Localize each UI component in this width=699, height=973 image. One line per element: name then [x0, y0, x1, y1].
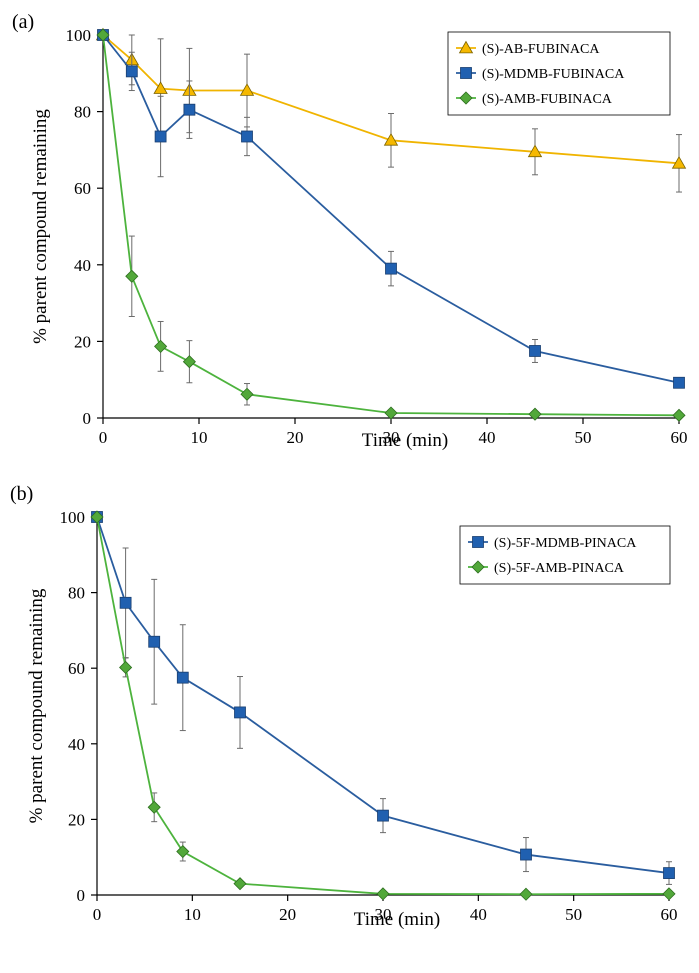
legend: (S)-AB-FUBINACA (S)-MDMB-FUBINACA (S)-AMB-… [447, 31, 671, 116]
legend-label: (S)-AMB-FUBINACA [482, 92, 613, 107]
data-point [376, 887, 390, 901]
data-point [96, 28, 110, 42]
x-tick-label: 30 [375, 905, 392, 924]
data-point [385, 262, 397, 275]
data-point [119, 596, 132, 609]
series-(S)-5F-MDMB-PINACA [91, 511, 675, 885]
data-point [148, 635, 161, 648]
data-point [384, 406, 398, 420]
series-(S)-AMB-FUBINACA [96, 28, 686, 422]
x-tick-label: 20 [287, 428, 304, 447]
series-(S)-5F-AMB-PINACA [90, 510, 676, 901]
data-point [147, 800, 161, 814]
x-tick-label: 10 [191, 428, 208, 447]
x-tick-label: 40 [479, 428, 496, 447]
y-tick-label: 40 [74, 256, 91, 275]
legend-label: (S)-MDMB-FUBINACA [482, 67, 625, 82]
data-point [528, 407, 542, 421]
y-tick-label: 0 [77, 886, 86, 905]
x-tick-label: 40 [470, 905, 487, 924]
legend-box [447, 31, 671, 116]
data-point [527, 144, 543, 158]
x-tick-label: 50 [565, 905, 582, 924]
x-tick-label: 60 [661, 905, 678, 924]
x-tick-label: 0 [99, 428, 108, 447]
legend-swatch-marker [471, 560, 485, 574]
legend-label: (S)-AB-FUBINACA [482, 42, 600, 57]
data-point [183, 103, 196, 116]
x-axis-title: Time (min) [362, 430, 448, 451]
y-tick-label: 100 [66, 26, 92, 45]
data-point [520, 848, 532, 861]
data-point [154, 339, 168, 353]
y-axis-title: % parent compound remaining [30, 109, 51, 344]
data-point [240, 387, 254, 401]
series-line [102, 34, 680, 417]
y-tick-label: 60 [68, 659, 85, 678]
data-point [241, 130, 253, 143]
y-tick-label: 0 [83, 409, 92, 428]
chart-panel-a: (a) 0 20 40 60 80 100 0 10 20 30 40 50 60 Time (min) % … [12, 11, 688, 451]
data-point [233, 877, 247, 891]
data-point [125, 269, 139, 283]
data-point [519, 887, 533, 901]
data-point [671, 155, 687, 169]
y-tick-label: 80 [68, 584, 85, 603]
legend: (S)-5F-MDMB-PINACA (S)-5F-AMB-PINACA [459, 525, 671, 585]
legend-box [459, 525, 671, 585]
data-point [663, 867, 675, 879]
data-point [383, 133, 399, 146]
series-line [102, 34, 680, 384]
panel-label: (b) [10, 483, 33, 505]
data-point [153, 81, 168, 94]
x-tick-label: 50 [575, 428, 592, 447]
data-point [662, 887, 676, 901]
legend-swatch-marker [472, 536, 484, 548]
chart-panel-b: (b) 0 20 40 60 80 100 0 10 20 30 40 50 60 Time (min) % … [10, 483, 678, 930]
x-tick-label: 10 [184, 905, 201, 924]
panel-label: (a) [12, 11, 34, 33]
data-point [176, 844, 190, 859]
y-axis-title: % parent compound remaining [26, 588, 47, 823]
data-point [125, 65, 138, 78]
series-line [96, 516, 670, 896]
data-point [673, 376, 685, 389]
data-point [234, 706, 246, 719]
legend-swatch-marker [459, 91, 473, 105]
data-point [154, 130, 167, 143]
data-point [377, 809, 389, 822]
legend-label: (S)-5F-MDMB-PINACA [494, 536, 637, 551]
data-point [90, 510, 104, 524]
x-tick-label: 30 [383, 428, 400, 447]
y-tick-label: 100 [60, 508, 86, 527]
y-tick-label: 60 [74, 179, 91, 198]
legend-swatch-marker [460, 67, 472, 79]
data-point [182, 355, 196, 369]
x-tick-label: 20 [279, 905, 296, 924]
legend-label: (S)-5F-AMB-PINACA [494, 561, 625, 576]
data-point [239, 83, 255, 96]
data-point [672, 408, 686, 422]
data-point [529, 345, 541, 357]
x-axis-title: Time (min) [354, 909, 440, 930]
data-point [119, 660, 133, 675]
y-tick-label: 80 [74, 103, 91, 122]
y-tick-label: 40 [68, 735, 85, 754]
legend-swatch-marker [458, 40, 474, 54]
x-tick-label: 0 [93, 905, 102, 924]
y-tick-label: 20 [74, 332, 91, 351]
y-tick-label: 20 [68, 810, 85, 829]
data-point [176, 671, 189, 684]
series-line [96, 516, 670, 874]
x-tick-label: 60 [671, 428, 688, 447]
